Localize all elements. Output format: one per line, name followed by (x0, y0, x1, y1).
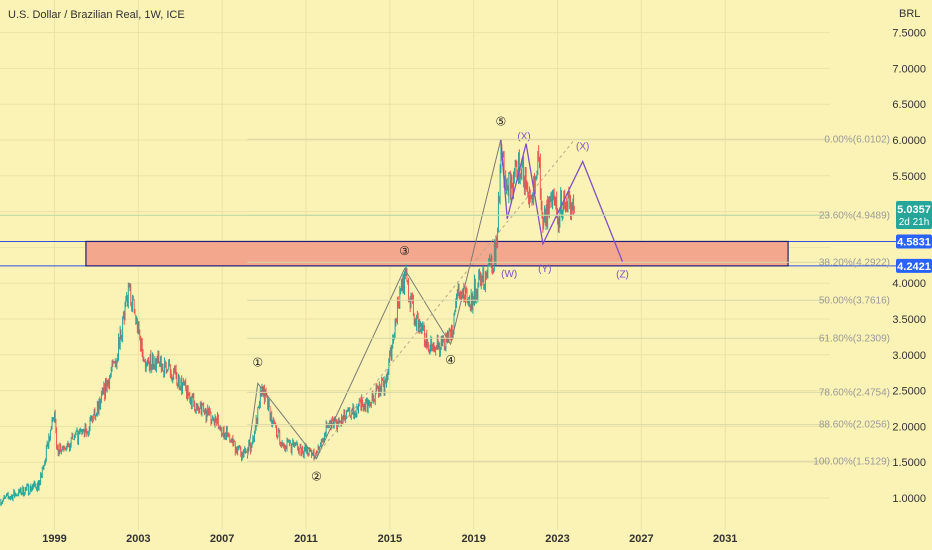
fibonacci-labels: 0.00%(6.0102) 23.60%(4.9489) 38.20%(4.2922… (0, 134, 890, 467)
x-tick-label: 2027 (629, 533, 653, 545)
axes: 1.0000 1.5000 2.0000 2.5000 3.0000 3.5000 4.00… (42, 28, 932, 545)
x-tick-label: 2019 (461, 533, 485, 545)
y-tick-label: 5.5000 (892, 171, 926, 183)
y-tick-label: 6.5000 (892, 99, 926, 111)
correction-wave-label: (Z) (616, 270, 629, 281)
elliott-waves: ① ② ③ ④ ⑤ (W) (X) (Y) (X) (Z) (246, 114, 629, 484)
x-tick-label: 2003 (126, 533, 150, 545)
current-price-value: 5.0357 (897, 204, 931, 216)
fib-level-label: 23.60%(4.9489) (819, 210, 890, 221)
correction-wave-label: (X) (517, 132, 530, 143)
y-tick-label: 1.5000 (892, 457, 926, 469)
trend-dashed-line (316, 139, 575, 456)
x-tick-label: 2023 (545, 533, 569, 545)
fib-level-label: 61.80%(3.2309) (819, 333, 890, 344)
correction-wave-label: (Y) (538, 264, 551, 275)
x-tick-label: 2031 (713, 533, 737, 545)
fib-level-label: 50.00%(3.7616) (819, 295, 890, 306)
y-tick-label: 1.0000 (892, 493, 926, 505)
fib-level-label: 0.00%(6.0102) (824, 134, 890, 145)
zone-bottom-price-tag-text: 4.2421 (897, 261, 931, 273)
y-tick-label: 3.0000 (892, 350, 926, 362)
impulse-wave-label: ③ (399, 244, 410, 258)
correction-wave-label: (X) (576, 141, 589, 152)
fib-level-label: 88.60%(2.0256) (819, 420, 890, 431)
y-tick-label: 4.0000 (892, 278, 926, 290)
correction-wave-path (500, 139, 624, 262)
impulse-wave-path (246, 139, 502, 460)
x-tick-label: 2015 (378, 533, 402, 545)
zone-bottom-price-tag (896, 258, 932, 273)
y-tick-label: 2.5000 (892, 386, 926, 398)
current-price-tag (896, 201, 932, 230)
zone-top-price-tag-text: 4.5831 (897, 236, 931, 248)
chart-title: U.S. Dollar / Brazilian Real, 1W, ICE (8, 9, 185, 21)
y-tick-label: 6.0000 (892, 135, 926, 147)
x-tick-label: 1999 (42, 533, 66, 545)
fib-level-label: 38.20%(4.2922) (819, 257, 890, 268)
zone-top-price-tag (896, 234, 932, 249)
x-tick-label: 2011 (294, 533, 318, 545)
x-tick-label: 2007 (210, 533, 234, 545)
impulse-wave-label: ⑤ (496, 114, 507, 128)
y-tick-label: 7.0000 (892, 63, 926, 75)
correction-wave-label: (W) (501, 269, 517, 280)
y-tick-label: 2.0000 (892, 421, 926, 433)
impulse-wave-label: ② (311, 470, 322, 484)
currency-label: BRL (899, 8, 920, 20)
y-tick-label: 7.5000 (892, 28, 926, 40)
countdown-value: 2d 21h (899, 217, 930, 228)
fib-level-label: 78.60%(2.4754) (819, 387, 890, 398)
y-tick-label: 3.5000 (892, 314, 926, 326)
impulse-wave-label: ① (252, 355, 263, 369)
impulse-wave-label: ④ (445, 353, 456, 367)
fib-level-label: 100.00%(1.5129) (813, 456, 890, 467)
